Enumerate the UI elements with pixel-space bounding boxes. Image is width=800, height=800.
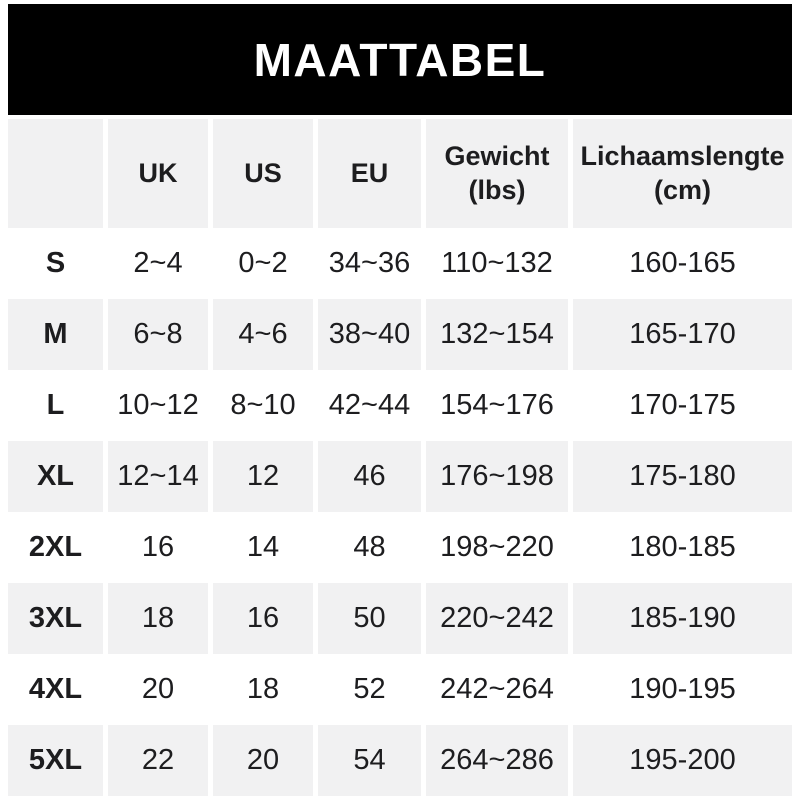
eu-cell: 38~40 bbox=[318, 299, 421, 370]
header-gewicht-label: Gewicht bbox=[444, 140, 550, 171]
eu-cell: 48 bbox=[318, 512, 421, 583]
gewicht-cell: 110~132 bbox=[426, 228, 568, 299]
size-cell: M bbox=[8, 299, 103, 370]
header-cell-gewicht: Gewicht (lbs) bbox=[426, 119, 568, 228]
lichaamslengte-cell: 185-190 bbox=[573, 583, 792, 654]
eu-cell: 52 bbox=[318, 654, 421, 725]
lichaamslengte-cell: 175-180 bbox=[573, 441, 792, 512]
lichaamslengte-cell: 160-165 bbox=[573, 228, 792, 299]
uk-cell: 16 bbox=[108, 512, 208, 583]
uk-cell: 22 bbox=[108, 725, 208, 796]
size-table: UK US EU Gewicht (lbs) Lichaamslengte (c… bbox=[8, 119, 792, 796]
uk-cell: 10~12 bbox=[108, 370, 208, 441]
size-cell: 3XL bbox=[8, 583, 103, 654]
header-gewicht-unit: (lbs) bbox=[468, 174, 526, 205]
size-cell: 4XL bbox=[8, 654, 103, 725]
header-lichaamslengte-unit: (cm) bbox=[653, 174, 711, 205]
gewicht-cell: 264~286 bbox=[426, 725, 568, 796]
gewicht-cell: 154~176 bbox=[426, 370, 568, 441]
header-cell-lichaamslengte: Lichaamslengte (cm) bbox=[573, 119, 792, 228]
lichaamslengte-cell: 190-195 bbox=[573, 654, 792, 725]
uk-cell: 6~8 bbox=[108, 299, 208, 370]
header-lichaamslengte-label: Lichaamslengte bbox=[580, 140, 785, 171]
us-cell: 16 bbox=[213, 583, 313, 654]
us-cell: 0~2 bbox=[213, 228, 313, 299]
uk-cell: 18 bbox=[108, 583, 208, 654]
size-cell: 5XL bbox=[8, 725, 103, 796]
us-cell: 20 bbox=[213, 725, 313, 796]
eu-cell: 34~36 bbox=[318, 228, 421, 299]
us-cell: 14 bbox=[213, 512, 313, 583]
header-cell-us: US bbox=[213, 119, 313, 228]
gewicht-cell: 176~198 bbox=[426, 441, 568, 512]
size-cell: 2XL bbox=[8, 512, 103, 583]
title-banner: MAATTABEL bbox=[8, 4, 792, 115]
eu-cell: 54 bbox=[318, 725, 421, 796]
uk-cell: 12~14 bbox=[108, 441, 208, 512]
us-cell: 8~10 bbox=[213, 370, 313, 441]
us-cell: 18 bbox=[213, 654, 313, 725]
uk-cell: 20 bbox=[108, 654, 208, 725]
page-title: MAATTABEL bbox=[253, 33, 547, 86]
lichaamslengte-cell: 180-185 bbox=[573, 512, 792, 583]
us-cell: 4~6 bbox=[213, 299, 313, 370]
lichaamslengte-cell: 165-170 bbox=[573, 299, 792, 370]
size-cell: XL bbox=[8, 441, 103, 512]
header-cell-eu: EU bbox=[318, 119, 421, 228]
lichaamslengte-cell: 195-200 bbox=[573, 725, 792, 796]
eu-cell: 42~44 bbox=[318, 370, 421, 441]
size-cell: S bbox=[8, 228, 103, 299]
gewicht-cell: 220~242 bbox=[426, 583, 568, 654]
header-cell-size bbox=[8, 119, 103, 228]
lichaamslengte-cell: 170-175 bbox=[573, 370, 792, 441]
header-cell-uk: UK bbox=[108, 119, 208, 228]
eu-cell: 50 bbox=[318, 583, 421, 654]
size-cell: L bbox=[8, 370, 103, 441]
gewicht-cell: 132~154 bbox=[426, 299, 568, 370]
uk-cell: 2~4 bbox=[108, 228, 208, 299]
eu-cell: 46 bbox=[318, 441, 421, 512]
gewicht-cell: 242~264 bbox=[426, 654, 568, 725]
gewicht-cell: 198~220 bbox=[426, 512, 568, 583]
us-cell: 12 bbox=[213, 441, 313, 512]
